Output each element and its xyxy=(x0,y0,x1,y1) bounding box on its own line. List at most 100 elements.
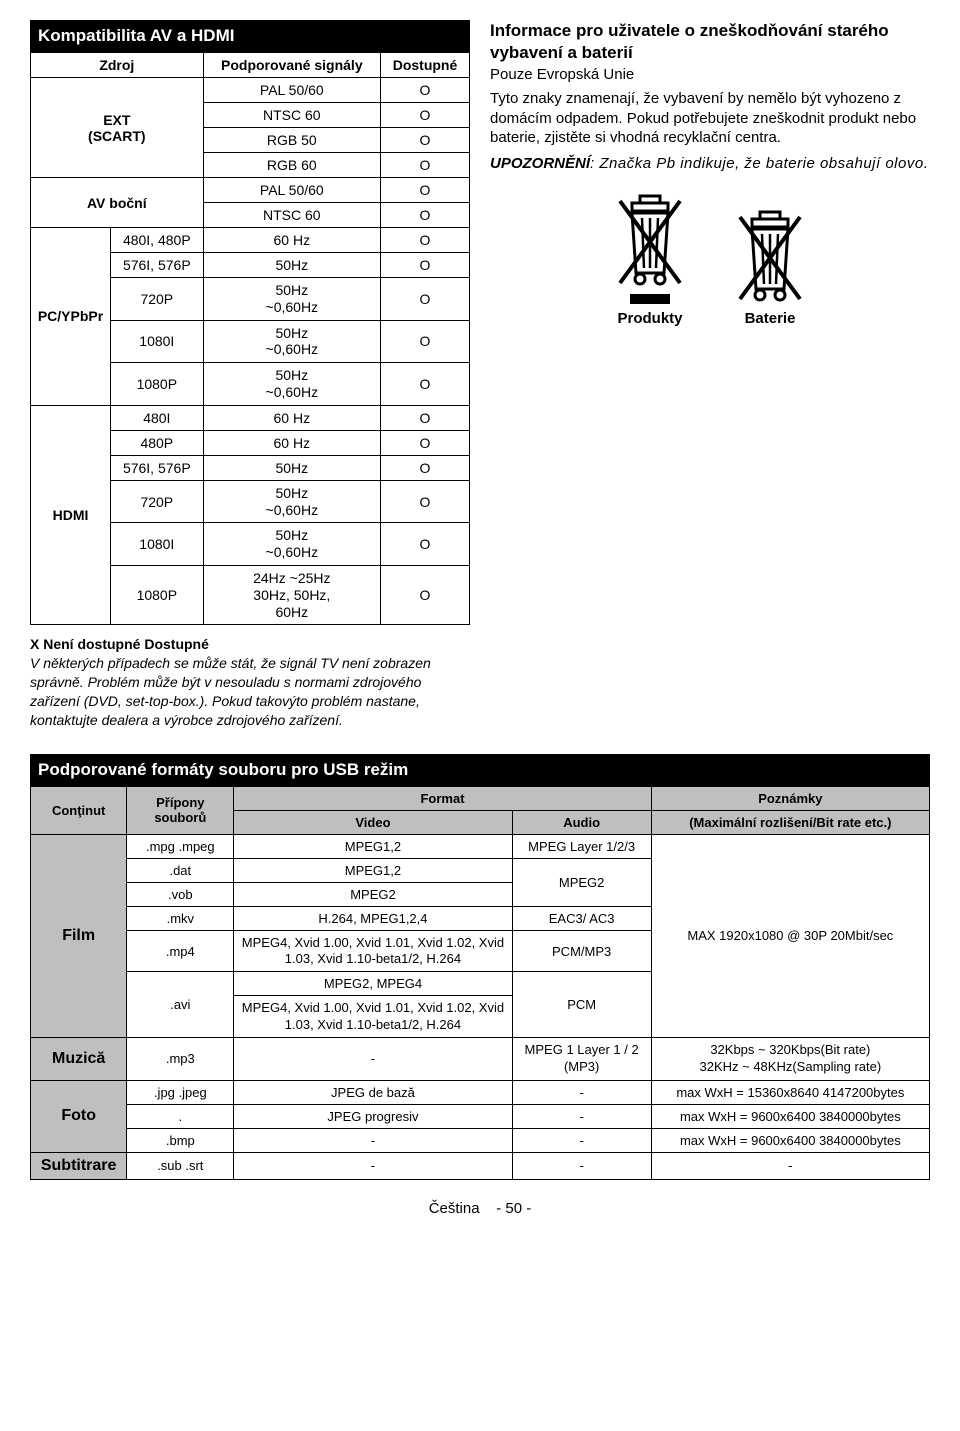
compat-note: X Není dostupné Dostupné V některých pří… xyxy=(30,635,470,729)
disposal-icons: Produkty Baterie xyxy=(490,193,930,327)
cell: MPEG Layer 1/2/3 xyxy=(512,834,651,858)
cell: EAC3/ AC3 xyxy=(512,906,651,930)
cell: NTSC 60 xyxy=(203,103,380,128)
cell: max WxH = 15360x8640 4147200bytes xyxy=(651,1080,929,1104)
compat-table: Zdroj Podporované signály Dostupné EXT (… xyxy=(30,52,470,625)
cell: MPEG1,2 xyxy=(234,858,512,882)
cell: JPEG de bază xyxy=(234,1080,512,1104)
cell: 1080I xyxy=(111,320,204,363)
note-title: X Není dostupné Dostupné xyxy=(30,635,470,654)
note-body: V některých případech se může stát, že s… xyxy=(30,654,470,730)
cell: 576I, 576P xyxy=(111,253,204,278)
col-source: Zdroj xyxy=(31,53,204,78)
cell: .jpg .jpeg xyxy=(127,1080,234,1104)
cell: O xyxy=(381,430,470,455)
cell: 24Hz ~25Hz 30Hz, 50Hz, 60Hz xyxy=(203,565,380,624)
compat-column: Kompatibilita AV a HDMI Zdroj Podporovan… xyxy=(30,20,470,730)
cell: - xyxy=(234,1152,512,1179)
cell: MPEG4, Xvid 1.00, Xvid 1.01, Xvid 1.02, … xyxy=(234,996,512,1038)
cell: O xyxy=(381,455,470,480)
cell: .dat xyxy=(127,858,234,882)
cell: PCM/MP3 xyxy=(512,930,651,972)
cell: .vob xyxy=(127,882,234,906)
compat-header: Kompatibilita AV a HDMI xyxy=(30,20,470,52)
cell: .mpg .mpeg xyxy=(127,834,234,858)
products-label: Produkty xyxy=(610,310,690,327)
cell: O xyxy=(381,103,470,128)
cell: max WxH = 9600x6400 3840000bytes xyxy=(651,1104,929,1128)
col-format: Format xyxy=(234,786,651,810)
black-bar xyxy=(630,294,670,304)
cell: O xyxy=(381,320,470,363)
cell: O xyxy=(381,480,470,523)
upoz-text: : Značka Pb indikuje, že baterie obsahuj… xyxy=(590,155,928,172)
products-icon-col: Produkty xyxy=(610,193,690,327)
cell: O xyxy=(381,128,470,153)
usb-table: Conţinut Přípony souborů Format Poznámky… xyxy=(30,786,930,1180)
cell: 1080P xyxy=(111,363,204,406)
upoz-label: UPOZORNĚNÍ xyxy=(490,155,590,172)
cell: 480I, 480P xyxy=(111,228,204,253)
cell: max WxH = 9600x6400 3840000bytes xyxy=(651,1128,929,1152)
cell: .mp4 xyxy=(127,930,234,972)
cell: 50Hz xyxy=(203,455,380,480)
cell: - xyxy=(512,1104,651,1128)
content-foto: Foto xyxy=(31,1080,127,1152)
cell: JPEG progresiv xyxy=(234,1104,512,1128)
info-column: Informace pro uživatele o zneškodňování … xyxy=(490,20,930,730)
src-hdmi: HDMI xyxy=(31,405,111,625)
cell: 1080I xyxy=(111,523,204,566)
usb-section: Podporované formáty souboru pro USB reži… xyxy=(30,754,930,1180)
cell: RGB 60 xyxy=(203,153,380,178)
src-ext-l2: (SCART) xyxy=(88,128,146,144)
cell: .sub .srt xyxy=(127,1152,234,1179)
cell: O xyxy=(381,253,470,278)
src-pc-ypbpr: PC/YPbPr xyxy=(31,228,111,406)
footer-page: - 50 - xyxy=(496,1200,531,1217)
cell: 60 Hz xyxy=(203,405,380,430)
cell: O xyxy=(381,278,470,321)
cell: O xyxy=(381,228,470,253)
cell: 480I xyxy=(111,405,204,430)
battery-icon-col: Baterie xyxy=(730,209,810,327)
cell: 50Hz ~0,60Hz xyxy=(203,278,380,321)
cell: O xyxy=(381,78,470,103)
cell: - xyxy=(234,1037,512,1080)
ext-l2: souborů xyxy=(154,810,206,825)
src-ext: EXT (SCART) xyxy=(31,78,204,178)
content-subtitrare: Subtitrare xyxy=(31,1152,127,1179)
cell: .mkv xyxy=(127,906,234,930)
col-remarks: Poznámky xyxy=(651,786,929,810)
cell: 1080P xyxy=(111,565,204,624)
cell: PAL 50/60 xyxy=(203,178,380,203)
cell: - xyxy=(512,1128,651,1152)
cell: 50Hz ~0,60Hz xyxy=(203,320,380,363)
cell: O xyxy=(381,565,470,624)
cell: O xyxy=(381,405,470,430)
cell: 50Hz ~0,60Hz xyxy=(203,480,380,523)
src-ext-l1: EXT xyxy=(103,112,130,128)
cell: MPEG4, Xvid 1.00, Xvid 1.01, Xvid 1.02, … xyxy=(234,930,512,972)
cell: O xyxy=(381,363,470,406)
film-remarks: MAX 1920x1080 @ 30P 20Mbit/sec xyxy=(651,834,929,1037)
bin-crossed-icon xyxy=(610,193,690,288)
cell: O xyxy=(381,203,470,228)
footer-lang: Čeština xyxy=(429,1200,480,1217)
cell: 480P xyxy=(111,430,204,455)
cell: .mp3 xyxy=(127,1037,234,1080)
cell: - xyxy=(651,1152,929,1179)
cell: MPEG2, MPEG4 xyxy=(234,972,512,996)
cell: MPEG1,2 xyxy=(234,834,512,858)
col-extensions: Přípony souborů xyxy=(127,786,234,834)
battery-label: Baterie xyxy=(730,310,810,327)
cell: 50Hz ~0,60Hz xyxy=(203,363,380,406)
cell: 50Hz xyxy=(203,253,380,278)
cell: 720P xyxy=(111,278,204,321)
cell: O xyxy=(381,153,470,178)
cell: MPEG 1 Layer 1 / 2 (MP3) xyxy=(512,1037,651,1080)
cell: RGB 50 xyxy=(203,128,380,153)
col-content: Conţinut xyxy=(31,786,127,834)
cell: 50Hz ~0,60Hz xyxy=(203,523,380,566)
cell: - xyxy=(234,1128,512,1152)
cell: . xyxy=(127,1104,234,1128)
